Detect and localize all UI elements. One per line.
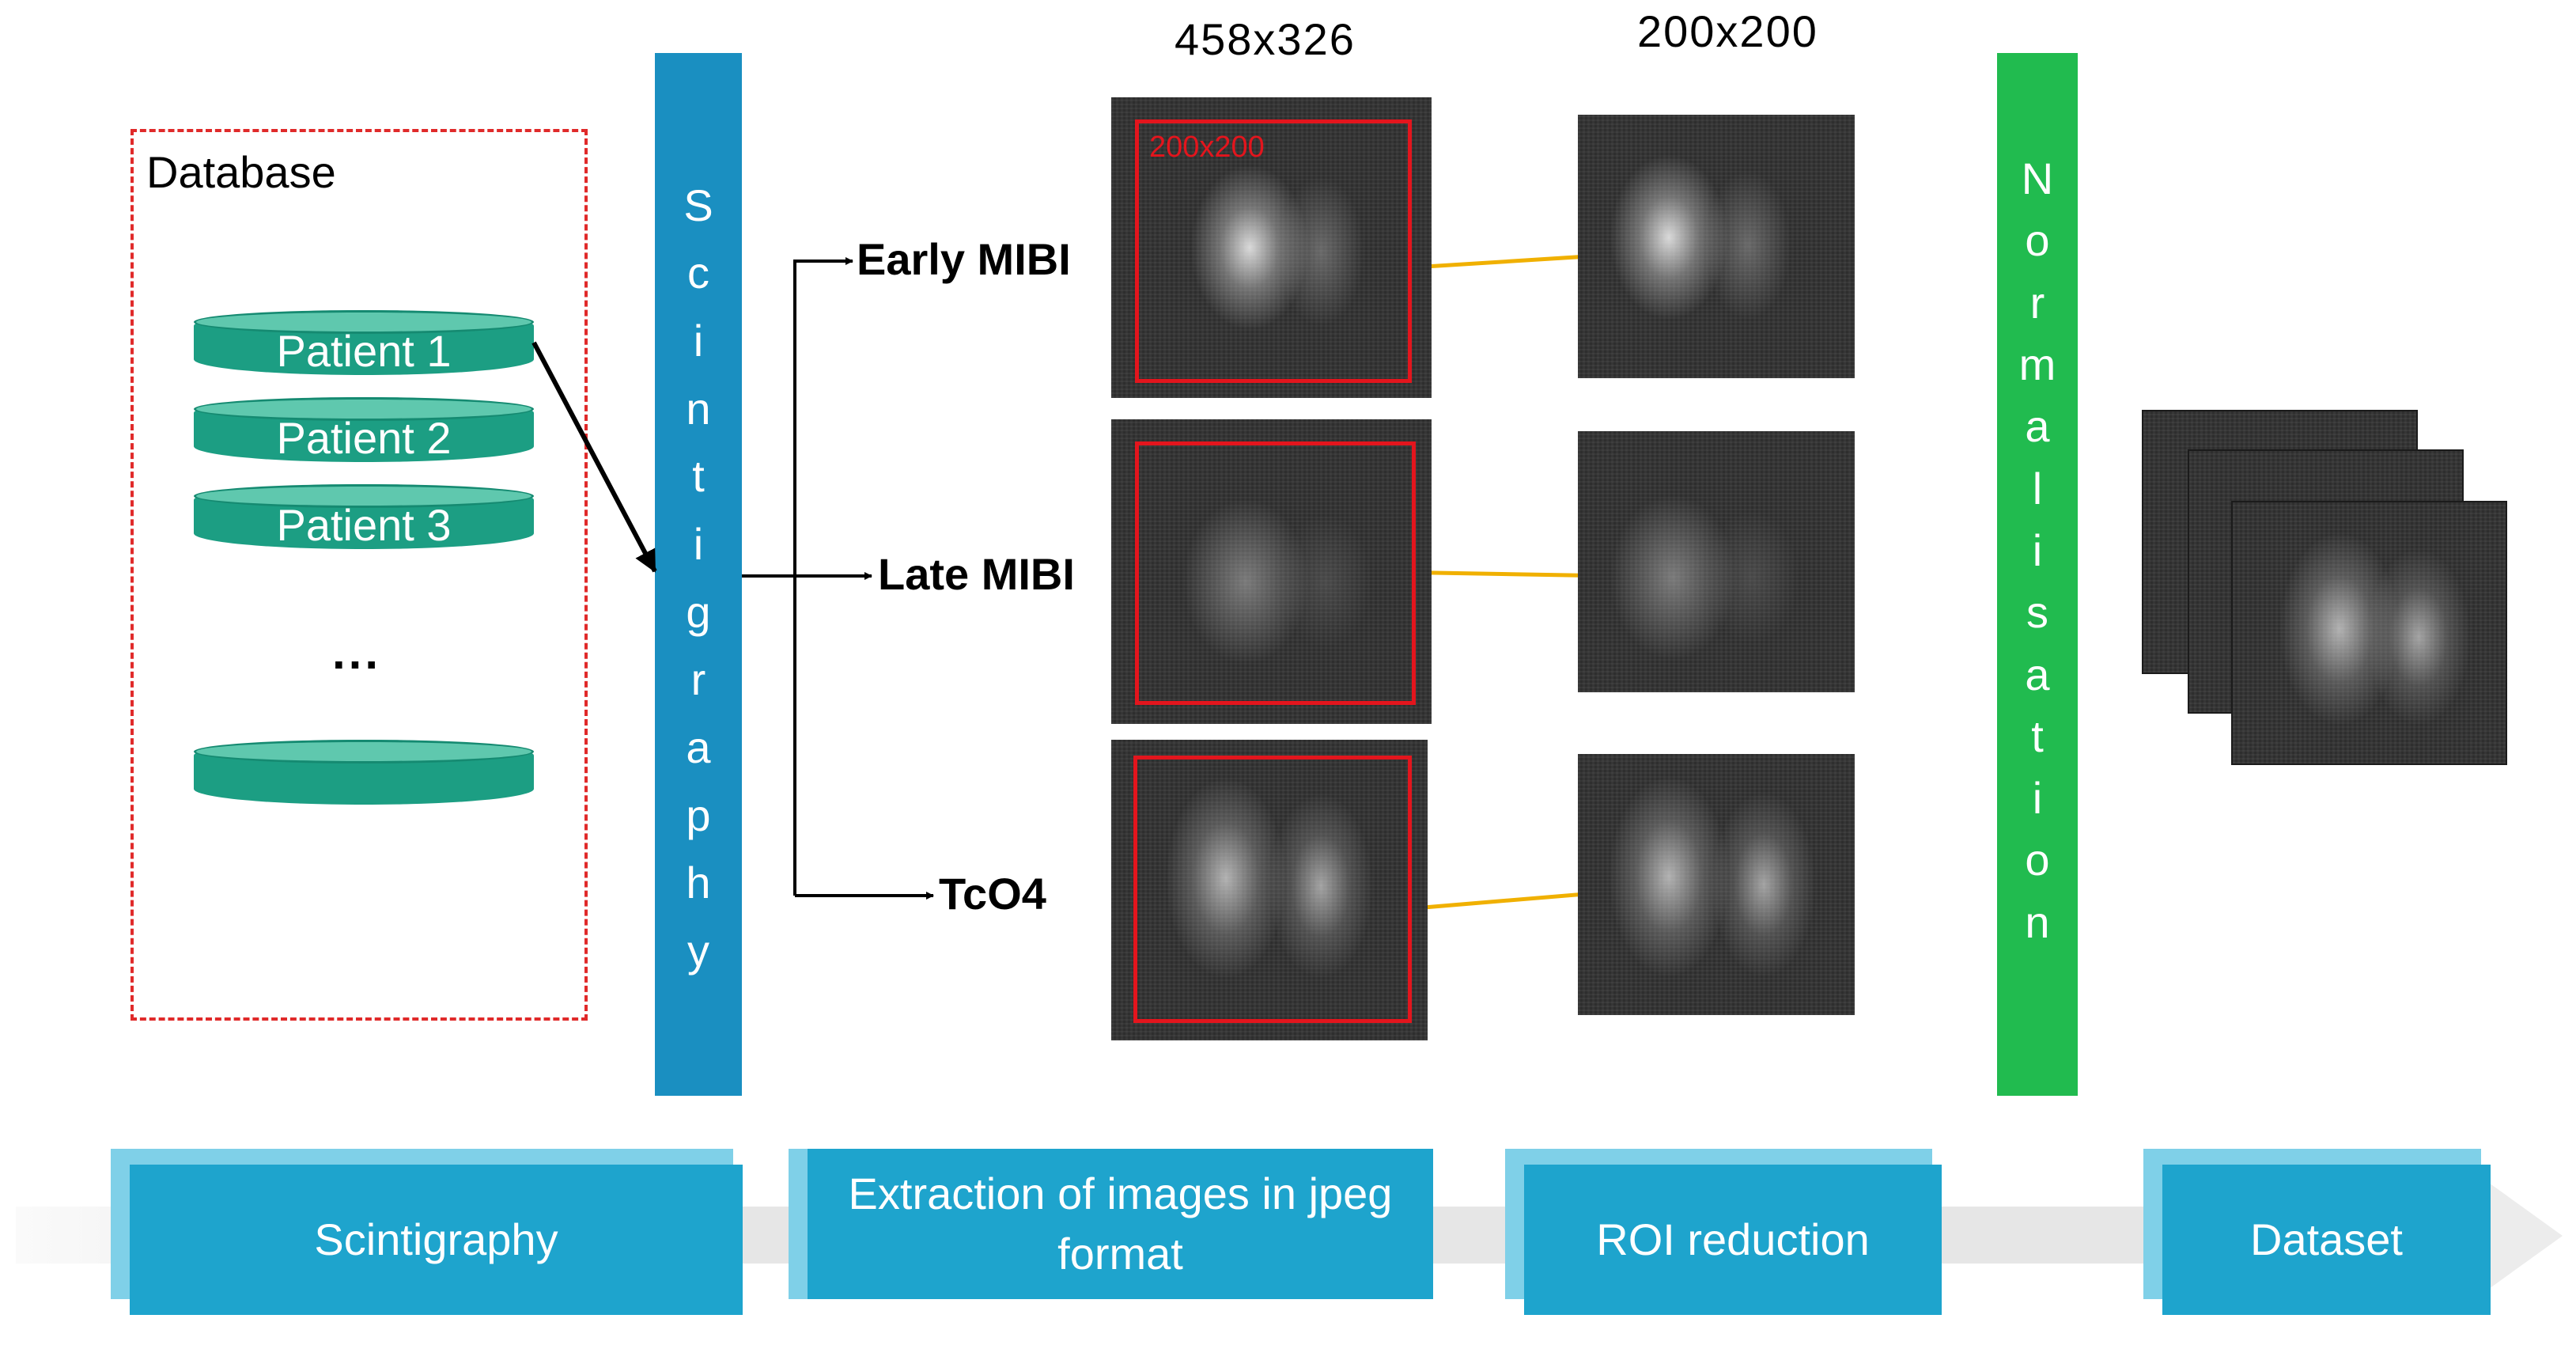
dataset-image-front <box>2233 502 2506 763</box>
scintigraphy-letter: g <box>686 586 711 637</box>
step-dataset: Dataset <box>2143 1149 2491 1315</box>
original-size-label: 458x326 <box>1175 14 1356 64</box>
normalisation-letter: n <box>2025 896 2050 947</box>
patient-2-label: Patient 2 <box>276 412 452 463</box>
step-roi-reduction: ROI reduction <box>1505 1149 1942 1315</box>
database-title: Database <box>146 147 336 197</box>
late-mibi-image <box>1111 419 1432 724</box>
step-roi-reduction-label: ROI reduction <box>1524 1165 1942 1315</box>
normalisation-letter: o <box>2025 835 2050 885</box>
pipeline-arrow-head <box>2483 1179 2563 1293</box>
normalisation-letter: t <box>2031 710 2044 761</box>
patient-1-disk: Patient 1 <box>194 310 534 376</box>
scintigraphy-letter: i <box>693 316 704 366</box>
patient-2-disk: Patient 2 <box>194 397 534 463</box>
scintigraphy-letter: S <box>683 180 713 230</box>
scintigraphy-letter: y <box>687 926 709 976</box>
label-early-mibi: Early MIBI <box>857 234 1071 284</box>
database-container <box>131 129 588 1021</box>
normalisation-letter: N <box>2021 153 2054 204</box>
tco4-image <box>1111 740 1428 1040</box>
step-scintigraphy-label: Scintigraphy <box>130 1165 743 1315</box>
normalisation-letter: i <box>2032 525 2043 575</box>
step-extraction: Extraction of images in jpeg format <box>789 1149 1433 1299</box>
tco4-roi-image <box>1578 754 1855 1015</box>
step-scintigraphy: Scintigraphy <box>111 1149 743 1315</box>
roi-box-text: 200x200 <box>1149 131 1265 164</box>
scintigraphy-letter: a <box>686 722 711 773</box>
step-dataset-label: Dataset <box>2162 1165 2491 1315</box>
patient-1-label: Patient 1 <box>276 325 452 376</box>
normalisation-letter: s <box>2026 587 2048 638</box>
scintigraphy-letter: i <box>693 519 704 570</box>
more-patients-ellipsis: ... <box>332 626 382 679</box>
early-mibi-roi-image <box>1578 115 1855 378</box>
normalisation-letter: a <box>2025 649 2050 699</box>
normalisation-letter: r <box>2029 277 2045 328</box>
normalisation-letter: i <box>2032 773 2043 824</box>
scintigraphy-letter: r <box>690 654 706 705</box>
scintigraphy-letter: t <box>692 451 705 502</box>
step-extraction-label: Extraction of images in jpeg format <box>808 1149 1433 1299</box>
scintigraphy-letter: c <box>687 248 709 298</box>
patient-3-label: Patient 3 <box>276 499 452 550</box>
normalisation-letter: a <box>2025 401 2050 452</box>
early-mibi-image: 200x200 <box>1111 97 1432 398</box>
normalisation-letter: l <box>2032 463 2043 513</box>
normalisation-letter: m <box>2018 339 2056 390</box>
late-mibi-roi-image <box>1578 431 1855 692</box>
scintigraphy-letter: n <box>686 383 711 434</box>
patient-to-scintigraphy-arrow <box>531 341 657 573</box>
label-tco4: TcO4 <box>939 869 1046 919</box>
label-late-mibi: Late MIBI <box>878 549 1075 599</box>
roi-size-label: 200x200 <box>1637 6 1818 56</box>
scintigraphy-letter: p <box>686 790 711 840</box>
patient-3-disk: Patient 3 <box>194 484 534 550</box>
tco4-roi-box <box>1133 756 1412 1023</box>
normalisation-letter: o <box>2025 215 2050 266</box>
empty-disk <box>194 740 534 805</box>
late-roi-box <box>1135 441 1416 705</box>
scintigraphy-letter: h <box>686 858 711 908</box>
early-roi-box <box>1135 119 1412 383</box>
